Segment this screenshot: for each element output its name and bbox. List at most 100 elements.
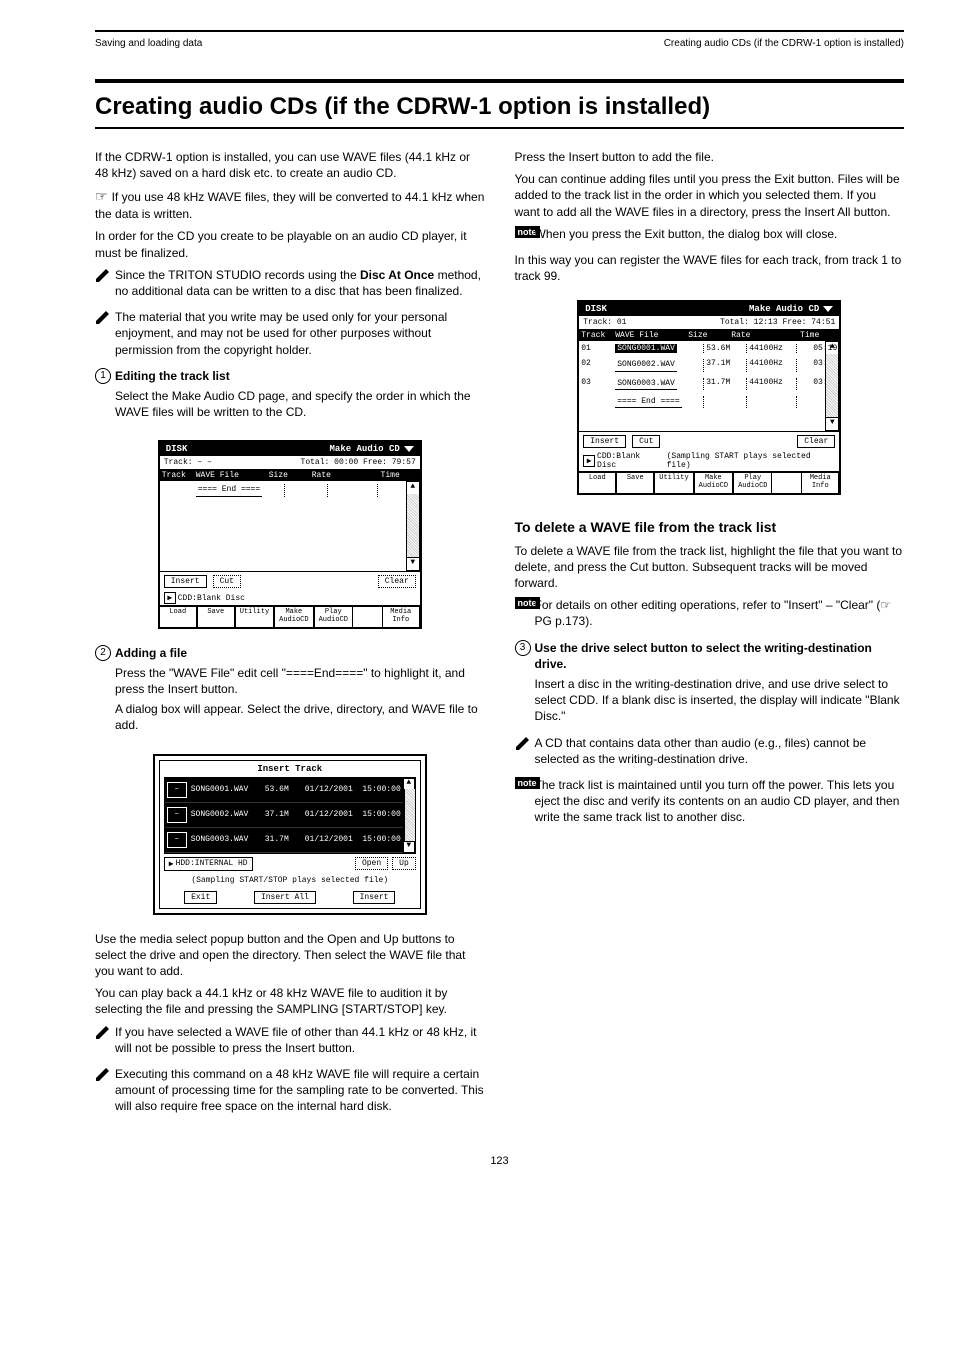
col-rate: Rate [728, 330, 778, 341]
note4: Executing this command on a 48 kHz WAVE … [115, 1066, 485, 1115]
pencil-icon [95, 267, 115, 286]
wave-file-icon: ~ [167, 807, 187, 823]
scroll-up-icon[interactable]: ▲ [825, 341, 839, 355]
step-2-marker: 2 [95, 645, 111, 661]
col-time: Time [778, 330, 821, 341]
tab-media[interactable]: Media Info [382, 606, 420, 626]
sub-delete: To delete a WAVE file from the track lis… [515, 519, 905, 535]
step2-p3: Use the media select popup button and th… [95, 931, 485, 980]
fig3-status: CDD:Blank Disc [597, 452, 663, 470]
pointer-icon [95, 190, 112, 204]
tab-play[interactable]: Play AudioCD [733, 472, 772, 492]
cut-button[interactable]: Cut [213, 575, 241, 588]
insert-all-button[interactable]: Insert All [254, 891, 316, 904]
col-rate: Rate [309, 470, 359, 481]
scrollbar[interactable] [406, 494, 420, 558]
tab-make[interactable]: Make AudioCD [694, 472, 733, 492]
header-right: Creating audio CDs (if the CDRW-1 option… [664, 38, 904, 49]
pencil-icon [95, 1024, 115, 1043]
tab-load[interactable]: Load [579, 472, 616, 492]
step2-p8: To delete a WAVE file from the track lis… [515, 543, 905, 592]
fig2-hint: (Sampling START/STOP plays selected file… [160, 874, 420, 887]
tab-save[interactable]: Save [616, 472, 654, 492]
note3: If you have selected a WAVE file of othe… [115, 1024, 485, 1056]
clear-button[interactable]: Clear [378, 575, 416, 588]
step3-p2: The track list is maintained until you t… [535, 777, 905, 826]
popup-icon: ▶ [169, 859, 174, 869]
open-button[interactable]: Open [355, 857, 388, 870]
fig3-end[interactable]: ==== End ==== [615, 396, 681, 408]
chevron-down-icon [404, 446, 414, 452]
media-select[interactable]: ▶HDD:INTERNAL HD [164, 857, 253, 871]
scroll-down-icon[interactable]: ▼ [406, 557, 420, 571]
fig1-track: Track: – – [164, 458, 212, 467]
file-row[interactable]: ~ SONG0003.WAV 31.7M 01/12/2001 15:00:00 [165, 828, 403, 853]
exit-button[interactable]: Exit [184, 891, 217, 904]
up-button[interactable]: Up [392, 857, 416, 870]
drive-select-icon[interactable]: ▶ [164, 592, 176, 604]
step2-p7: In this way you can register the WAVE fi… [515, 252, 905, 284]
step2-p6: You can continue adding files until you … [515, 171, 905, 220]
insert-button[interactable]: Insert [353, 891, 396, 904]
fig3-total: Total: 12:13 Free: 74:51 [720, 318, 835, 327]
file-row[interactable]: ~ SONG0001.WAV 53.6M 01/12/2001 15:00:00 [165, 778, 403, 803]
running-header: Saving and loading data Creating audio C… [95, 38, 904, 49]
step-2-p1: Press the "WAVE File" edit cell "====End… [115, 665, 485, 697]
fig1-end[interactable]: ==== End ==== [196, 484, 262, 496]
pencil-icon [95, 309, 115, 328]
pencil-icon [95, 1066, 115, 1085]
page-title: Creating audio CDs (if the CDRW-1 option… [95, 93, 904, 121]
note2: The material that you write may be used … [115, 309, 485, 358]
chevron-down-icon [823, 306, 833, 312]
insert-button[interactable]: Insert [583, 435, 626, 448]
figure-2: Insert Track ~ SONG0001.WAV 53.6M 01/12/… [153, 754, 427, 915]
step-1-marker: 1 [95, 368, 111, 384]
drive-select-icon[interactable]: ▶ [583, 455, 595, 467]
insert-button[interactable]: Insert [164, 575, 207, 588]
tab-load[interactable]: Load [160, 606, 197, 626]
tab-utility[interactable]: Utility [654, 472, 693, 492]
figure-1: DISK Make Audio CD Track: – – Total: 00:… [158, 440, 422, 628]
col-size: Size [685, 330, 728, 341]
step2-p9: For details on other editing operations,… [535, 597, 905, 629]
scrollbar[interactable] [405, 789, 415, 842]
tab-utility[interactable]: Utility [235, 606, 274, 626]
fig2-title: Insert Track [160, 761, 420, 777]
col-track: Track [579, 330, 613, 341]
track-row[interactable]: 03 SONG0003.WAV 31.7M 44100Hz 03:09 [579, 375, 839, 393]
tab-play[interactable]: Play AudioCD [314, 606, 353, 626]
step-3-marker: 3 [515, 640, 531, 656]
step-3-p1: Insert a disc in the writing-destination… [535, 676, 905, 725]
fig1-total: Total: 00:00 Free: 79:57 [301, 458, 416, 467]
step-2-heading: Adding a file [115, 646, 187, 660]
clear-button[interactable]: Clear [797, 435, 835, 448]
wave-file-icon: ~ [167, 832, 187, 848]
scroll-down-icon[interactable]: ▼ [825, 417, 839, 431]
fig1-title-r: Make Audio CD [330, 444, 400, 454]
col-file: WAVE File [194, 470, 266, 481]
cut-button[interactable]: Cut [632, 435, 660, 448]
step-2-p2: A dialog box will appear. Select the dri… [115, 701, 485, 733]
wave-file-icon: ~ [167, 782, 187, 798]
track-row[interactable]: 01 SONG0001.WAV 53.6M 44100Hz 05:19 [579, 341, 839, 356]
intro-hand1: If you use 48 kHz WAVE files, they will … [95, 190, 484, 221]
page-number: 123 [95, 1155, 904, 1167]
fig3-status-r: (Sampling START plays selected file) [667, 452, 836, 470]
file-row[interactable]: ~ SONG0002.WAV 37.1M 01/12/2001 15:00:00 [165, 803, 403, 828]
scroll-up-icon[interactable]: ▲ [406, 481, 420, 495]
col-size: Size [266, 470, 309, 481]
tab-save[interactable]: Save [197, 606, 235, 626]
header-left: Saving and loading data [95, 38, 202, 49]
tab-make[interactable]: Make AudioCD [274, 606, 313, 626]
col-time: Time [359, 470, 402, 481]
track-row[interactable]: 02 SONG0002.WAV 37.1M 44100Hz 03:41 [579, 356, 839, 374]
note6: A CD that contains data other than audio… [535, 735, 905, 767]
scroll-down-icon[interactable]: ▼ [403, 841, 415, 853]
intro-p1: If the CDRW-1 option is installed, you c… [95, 149, 485, 181]
col-track: Track [160, 470, 194, 481]
intro-p2: In order for the CD you create to be pla… [95, 228, 485, 260]
step-1-text: Select the Make Audio CD page, and speci… [115, 388, 485, 420]
tab-media[interactable]: Media Info [801, 472, 839, 492]
scrollbar[interactable] [825, 354, 839, 418]
note5: When you press the Exit button, the dial… [535, 226, 905, 242]
